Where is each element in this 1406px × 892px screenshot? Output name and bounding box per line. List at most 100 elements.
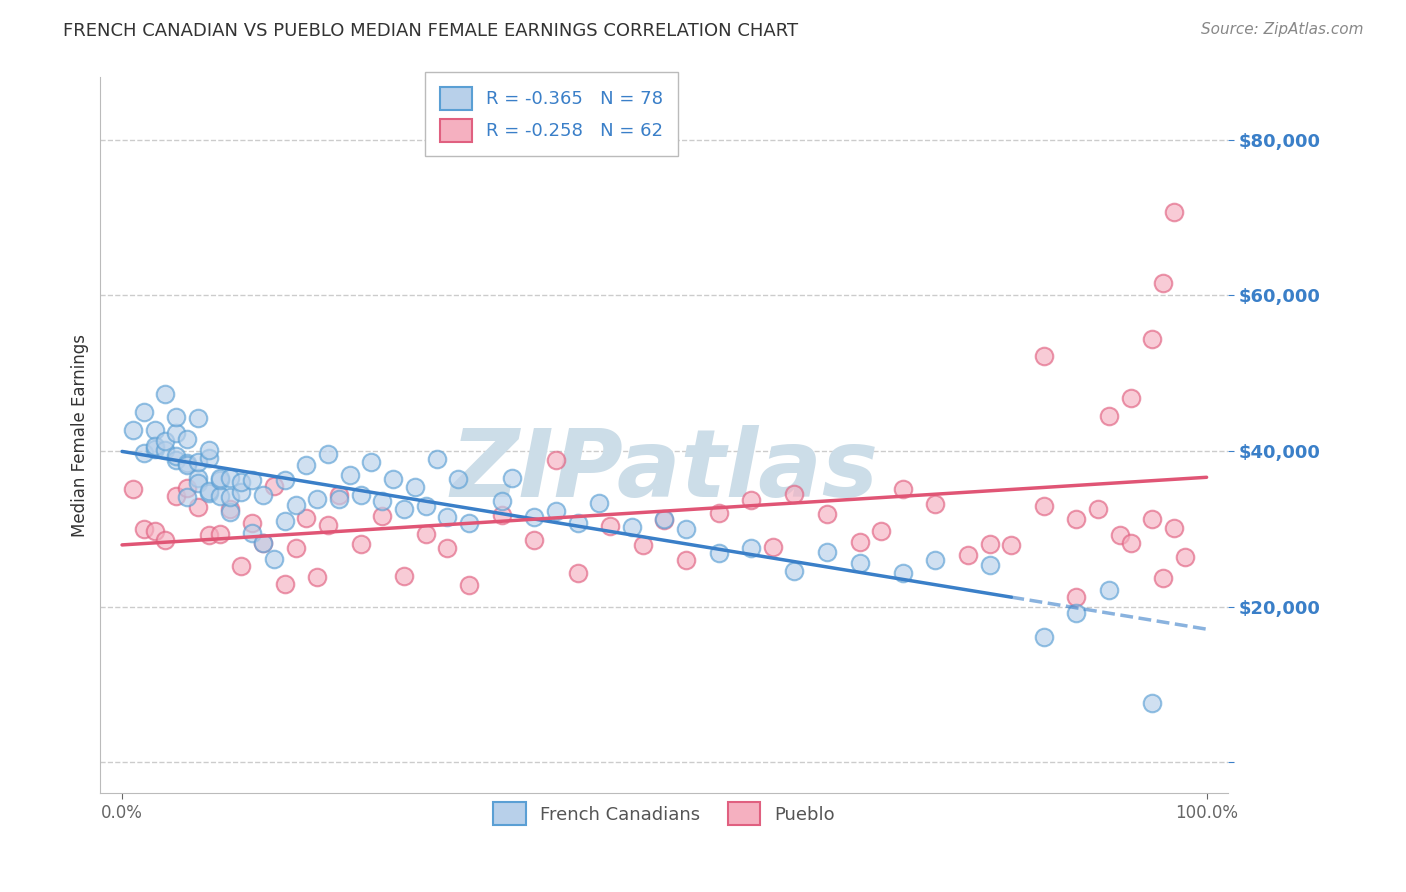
Point — [1142, 512, 1164, 526]
Point — [198, 527, 221, 541]
Point — [815, 545, 838, 559]
Point — [252, 536, 274, 550]
Point — [187, 411, 209, 425]
Point — [599, 518, 621, 533]
Point — [328, 487, 350, 501]
Point — [652, 512, 675, 526]
Point — [631, 538, 654, 552]
Point — [132, 522, 155, 536]
Point — [371, 494, 394, 508]
Point — [198, 450, 221, 465]
Point — [219, 471, 242, 485]
Text: Source: ZipAtlas.com: Source: ZipAtlas.com — [1201, 22, 1364, 37]
Point — [1066, 590, 1088, 604]
Point — [176, 490, 198, 504]
Point — [143, 524, 166, 539]
Point — [1066, 512, 1088, 526]
Point — [588, 496, 610, 510]
Point — [155, 386, 177, 401]
Point — [198, 483, 221, 498]
Point — [360, 455, 382, 469]
Point — [382, 472, 405, 486]
Point — [208, 489, 231, 503]
Point — [176, 458, 198, 473]
Point — [132, 445, 155, 459]
Point — [652, 513, 675, 527]
Point — [447, 472, 470, 486]
Point — [208, 471, 231, 485]
Point — [176, 481, 198, 495]
Point — [1066, 606, 1088, 620]
Point — [924, 497, 946, 511]
Point — [848, 557, 870, 571]
Point — [274, 576, 297, 591]
Point — [316, 518, 339, 533]
Point — [1152, 571, 1174, 585]
Point — [1000, 538, 1022, 552]
Point — [122, 482, 145, 496]
Point — [155, 533, 177, 548]
Point — [350, 488, 373, 502]
Text: ZIPatlas: ZIPatlas — [450, 425, 879, 517]
Point — [165, 489, 187, 503]
Point — [187, 475, 209, 490]
Point — [620, 520, 643, 534]
Point — [544, 504, 567, 518]
Point — [956, 548, 979, 562]
Point — [295, 510, 318, 524]
Point — [198, 485, 221, 500]
Point — [274, 514, 297, 528]
Point — [870, 524, 893, 538]
Point — [1119, 536, 1142, 550]
Point — [501, 471, 523, 485]
Point — [1142, 697, 1164, 711]
Point — [284, 541, 307, 556]
Point — [783, 487, 806, 501]
Point — [675, 553, 697, 567]
Point — [1098, 409, 1121, 423]
Point — [1032, 350, 1054, 364]
Point — [1163, 521, 1185, 535]
Point — [523, 510, 546, 524]
Point — [231, 559, 253, 574]
Y-axis label: Median Female Earnings: Median Female Earnings — [72, 334, 89, 537]
Point — [371, 508, 394, 523]
Point — [165, 450, 187, 464]
Point — [274, 473, 297, 487]
Point — [187, 500, 209, 514]
Point — [891, 566, 914, 580]
Point — [1142, 333, 1164, 347]
Point — [567, 566, 589, 581]
Point — [1163, 205, 1185, 219]
Point — [1098, 582, 1121, 597]
Point — [307, 570, 329, 584]
Point — [165, 425, 187, 440]
Point — [1174, 549, 1197, 564]
Point — [762, 540, 785, 554]
Point — [523, 533, 546, 547]
Point — [165, 409, 187, 424]
Point — [165, 453, 187, 467]
Point — [491, 508, 513, 522]
Point — [187, 454, 209, 468]
Point — [848, 535, 870, 549]
Point — [458, 516, 481, 530]
Point — [219, 505, 242, 519]
Point — [143, 439, 166, 453]
Point — [491, 494, 513, 508]
Point — [783, 564, 806, 578]
Point — [1032, 630, 1054, 644]
Point — [263, 552, 285, 566]
Point — [339, 467, 361, 482]
Point — [155, 442, 177, 457]
Point — [252, 536, 274, 550]
Point — [143, 423, 166, 437]
Point — [707, 506, 730, 520]
Point — [231, 484, 253, 499]
Point — [675, 521, 697, 535]
Point — [219, 490, 242, 504]
Point — [155, 434, 177, 448]
Point — [415, 526, 437, 541]
Point — [436, 541, 458, 556]
Point — [176, 433, 198, 447]
